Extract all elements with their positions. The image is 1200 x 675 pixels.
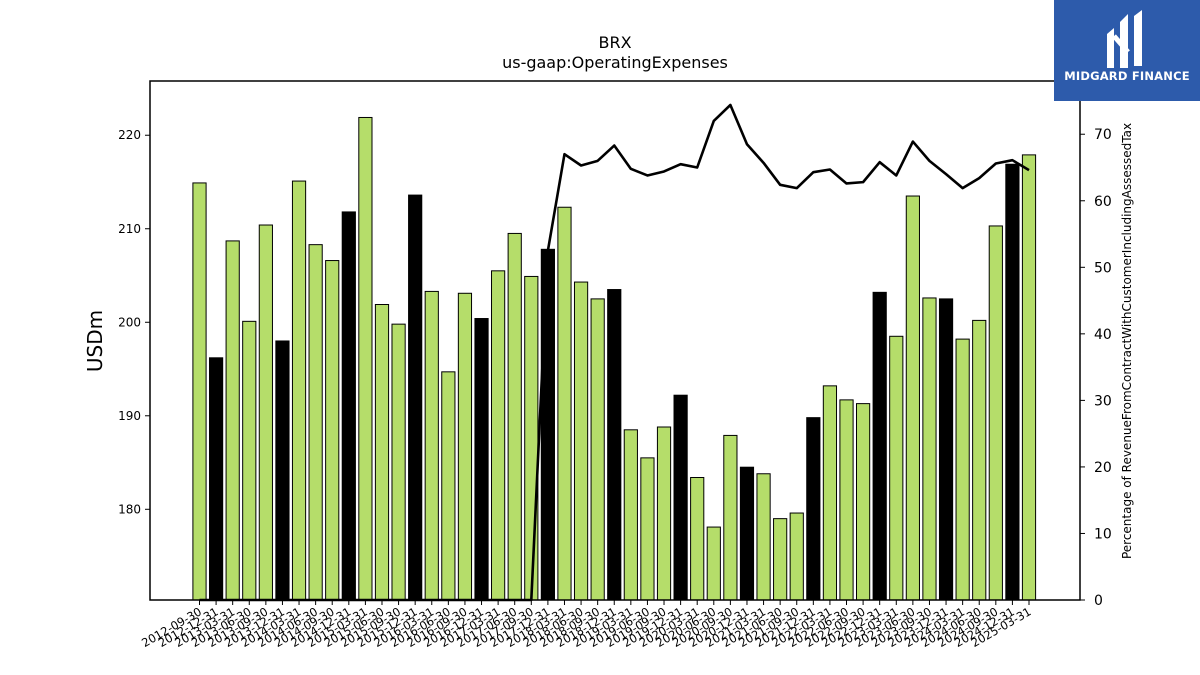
bar-2021-03-31 xyxy=(756,473,771,601)
brand-logo: MIDGARD FINANCE xyxy=(1054,0,1200,101)
bar-2018-03-31 xyxy=(557,206,572,601)
bar-2022-12-31 xyxy=(872,291,887,601)
bar-2014-09-30 xyxy=(325,260,340,601)
bar-2021-06-30 xyxy=(773,518,788,601)
chart-subtitle: us-gaap:OperatingExpenses xyxy=(502,53,728,72)
y2-tick-label: 10 xyxy=(1094,526,1112,542)
y2-axis-label: Percentage of RevenueFromContractWithCus… xyxy=(1120,123,1134,559)
bar-2018-12-31 xyxy=(607,289,622,601)
y-tick-label: 190 xyxy=(118,409,141,423)
bars-group xyxy=(192,116,1037,601)
bar-2017-06-30 xyxy=(507,232,522,601)
bar-2019-09-30 xyxy=(656,426,672,601)
bar-2022-06-30 xyxy=(839,399,854,601)
bar-2022-03-31 xyxy=(822,385,838,601)
bar-2021-12-31 xyxy=(806,417,821,601)
y-tick-label: 210 xyxy=(118,222,141,236)
y2-tick-label: 0 xyxy=(1094,593,1103,609)
bar-2017-12-31 xyxy=(540,248,555,601)
bar-2017-03-31 xyxy=(491,270,506,601)
bar-2014-06-30 xyxy=(308,244,323,601)
y2-tick-label: 20 xyxy=(1094,460,1112,476)
bar-2023-12-31 xyxy=(938,298,954,601)
bar-2019-06-30 xyxy=(640,457,655,601)
bar-2018-06-30 xyxy=(573,281,589,601)
y2-tick-label: 50 xyxy=(1094,260,1112,276)
bar-2018-09-30 xyxy=(590,298,605,601)
bar-2020-09-30 xyxy=(723,434,738,601)
y-axis-label: USDm xyxy=(83,310,107,372)
bar-2020-12-31 xyxy=(739,466,755,601)
logo-text: MIDGARD FINANCE xyxy=(1064,69,1190,83)
bar-2024-09-30 xyxy=(988,225,1003,601)
bar-2012-09-30 xyxy=(192,182,207,601)
bar-2013-06-30 xyxy=(242,320,257,601)
chart-title: BRX xyxy=(598,33,631,52)
bar-2016-12-31 xyxy=(474,318,489,601)
plot-frame xyxy=(149,80,1081,601)
bar-2015-12-31 xyxy=(408,194,423,601)
bar-2023-03-31 xyxy=(889,335,904,601)
y-tick-label: 220 xyxy=(118,128,141,142)
y2-tick-label: 70 xyxy=(1094,127,1112,143)
bar-2024-06-30 xyxy=(972,319,987,601)
bar-2015-09-30 xyxy=(391,323,406,601)
bar-2016-06-30 xyxy=(441,371,456,601)
bar-2024-12-31 xyxy=(1005,163,1020,601)
bar-2013-03-31 xyxy=(225,240,240,601)
bar-2024-03-31 xyxy=(955,338,970,601)
y2-tick-label: 40 xyxy=(1094,327,1112,343)
bar-2022-09-30 xyxy=(856,403,871,601)
axes-group: 1801902002102200102030405060702012-09-30… xyxy=(118,80,1112,650)
bar-2015-03-31 xyxy=(358,116,373,601)
bar-2017-09-30 xyxy=(524,275,539,601)
bar-2015-06-30 xyxy=(374,304,390,601)
bar-2020-03-31 xyxy=(690,477,705,601)
y2-tick-label: 30 xyxy=(1094,393,1112,409)
bar-2016-09-30 xyxy=(457,292,473,601)
bar-2012-12-31 xyxy=(208,357,224,601)
y2-tick-label: 60 xyxy=(1094,194,1112,210)
bar-2023-06-30 xyxy=(905,195,920,601)
bar-2023-09-30 xyxy=(922,297,937,601)
bar-2021-09-30 xyxy=(789,512,804,601)
bar-2019-12-31 xyxy=(673,394,688,601)
bar-2020-06-30 xyxy=(706,526,721,601)
bar-2016-03-31 xyxy=(424,290,439,601)
y-tick-label: 200 xyxy=(118,315,141,329)
bar-2014-12-31 xyxy=(341,211,356,601)
y-tick-label: 180 xyxy=(118,502,141,516)
bar-2014-03-31 xyxy=(291,180,307,601)
bar-2013-12-31 xyxy=(275,340,290,601)
bar-2025-03-31 xyxy=(1021,154,1037,601)
bar-2019-03-31 xyxy=(623,429,638,601)
midgard-logo-icon xyxy=(1107,10,1142,68)
bar-2013-09-30 xyxy=(258,224,273,601)
